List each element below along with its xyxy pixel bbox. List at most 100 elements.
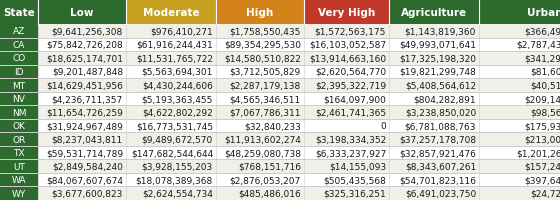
Text: $6,781,088,763: $6,781,088,763 [404, 121, 476, 130]
Text: $397,645,668,540: $397,645,668,540 [524, 175, 560, 184]
Bar [38, 52, 126, 65]
Bar [38, 160, 126, 173]
Bar [479, 25, 560, 38]
Text: $75,842,726,208: $75,842,726,208 [46, 41, 123, 50]
Bar [216, 38, 304, 52]
Bar [389, 92, 479, 106]
Bar [0, 133, 38, 146]
Bar [216, 52, 304, 65]
Bar [216, 92, 304, 106]
Text: $2,876,053,207: $2,876,053,207 [230, 175, 301, 184]
Text: $14,580,510,822: $14,580,510,822 [224, 54, 301, 63]
Bar [216, 79, 304, 92]
Text: $11,913,602,274: $11,913,602,274 [224, 135, 301, 144]
Bar [216, 0, 304, 25]
Bar [126, 173, 216, 187]
Bar [389, 65, 479, 79]
Text: $4,430,244,606: $4,430,244,606 [142, 81, 213, 90]
Bar [479, 133, 560, 146]
Bar [216, 173, 304, 187]
Bar [304, 146, 389, 160]
Text: NV: NV [12, 95, 25, 104]
Bar [126, 187, 216, 200]
Bar [304, 38, 389, 52]
Text: $3,198,334,352: $3,198,334,352 [315, 135, 386, 144]
Text: $11,531,765,722: $11,531,765,722 [136, 54, 213, 63]
Text: OK: OK [12, 121, 25, 130]
Text: $1,201,265,765,342: $1,201,265,765,342 [516, 148, 560, 157]
Text: $84,067,607,674: $84,067,607,674 [46, 175, 123, 184]
Text: UT: UT [13, 162, 25, 171]
Text: $19,821,299,748: $19,821,299,748 [399, 68, 476, 77]
Text: $768,151,716: $768,151,716 [238, 162, 301, 171]
Text: $3,238,850,020: $3,238,850,020 [405, 108, 476, 117]
Text: $8,343,607,261: $8,343,607,261 [405, 162, 476, 171]
Bar [0, 187, 38, 200]
Text: $366,495,664,312: $366,495,664,312 [524, 27, 560, 36]
Bar [304, 160, 389, 173]
Text: Urban: Urban [527, 8, 560, 17]
Bar [126, 133, 216, 146]
Bar [0, 25, 38, 38]
Text: $147,682,544,644: $147,682,544,644 [130, 148, 213, 157]
Text: $18,078,389,368: $18,078,389,368 [136, 175, 213, 184]
Bar [0, 79, 38, 92]
Bar [216, 146, 304, 160]
Bar [479, 160, 560, 173]
Bar [38, 187, 126, 200]
Bar [479, 38, 560, 52]
Text: $2,461,741,365: $2,461,741,365 [315, 108, 386, 117]
Bar [479, 52, 560, 65]
Bar [479, 187, 560, 200]
Text: AZ: AZ [13, 27, 25, 36]
Bar [216, 160, 304, 173]
Text: OR: OR [12, 135, 26, 144]
Bar [0, 160, 38, 173]
Bar [0, 38, 38, 52]
Bar [38, 173, 126, 187]
Text: $81,602,075,191: $81,602,075,191 [530, 68, 560, 77]
Text: $976,410,271: $976,410,271 [150, 27, 213, 36]
Text: $37,257,178,708: $37,257,178,708 [399, 135, 476, 144]
Bar [126, 25, 216, 38]
Bar [126, 79, 216, 92]
Text: $6,491,023,750: $6,491,023,750 [405, 189, 476, 198]
Text: $4,236,711,357: $4,236,711,357 [52, 95, 123, 104]
Text: $32,840,233: $32,840,233 [244, 121, 301, 130]
Bar [216, 119, 304, 133]
Text: $5,408,564,612: $5,408,564,612 [405, 81, 476, 90]
Text: $89,354,295,530: $89,354,295,530 [224, 41, 301, 50]
Text: $505,435,568: $505,435,568 [323, 175, 386, 184]
Bar [38, 65, 126, 79]
Bar [389, 52, 479, 65]
Text: $4,565,346,511: $4,565,346,511 [230, 95, 301, 104]
Bar [304, 79, 389, 92]
Bar [304, 25, 389, 38]
Text: MT: MT [12, 81, 26, 90]
Bar [0, 92, 38, 106]
Text: $59,531,714,789: $59,531,714,789 [46, 148, 123, 157]
Bar [38, 38, 126, 52]
Text: High: High [246, 8, 274, 17]
Bar [479, 0, 560, 25]
Text: Agriculture: Agriculture [401, 8, 467, 17]
Text: $54,701,823,116: $54,701,823,116 [399, 175, 476, 184]
Text: $1,572,563,175: $1,572,563,175 [315, 27, 386, 36]
Text: $341,298,432,193: $341,298,432,193 [525, 54, 560, 63]
Text: $2,395,322,719: $2,395,322,719 [315, 81, 386, 90]
Bar [389, 38, 479, 52]
Text: WA: WA [12, 175, 26, 184]
Text: $13,914,663,160: $13,914,663,160 [309, 54, 386, 63]
Bar [38, 146, 126, 160]
Bar [479, 92, 560, 106]
Text: $485,486,016: $485,486,016 [238, 189, 301, 198]
Bar [38, 79, 126, 92]
Bar [38, 133, 126, 146]
Text: $804,282,891: $804,282,891 [413, 95, 476, 104]
Bar [304, 187, 389, 200]
Bar [0, 173, 38, 187]
Bar [304, 119, 389, 133]
Text: CO: CO [12, 54, 26, 63]
Text: $9,201,487,848: $9,201,487,848 [52, 68, 123, 77]
Bar [304, 65, 389, 79]
